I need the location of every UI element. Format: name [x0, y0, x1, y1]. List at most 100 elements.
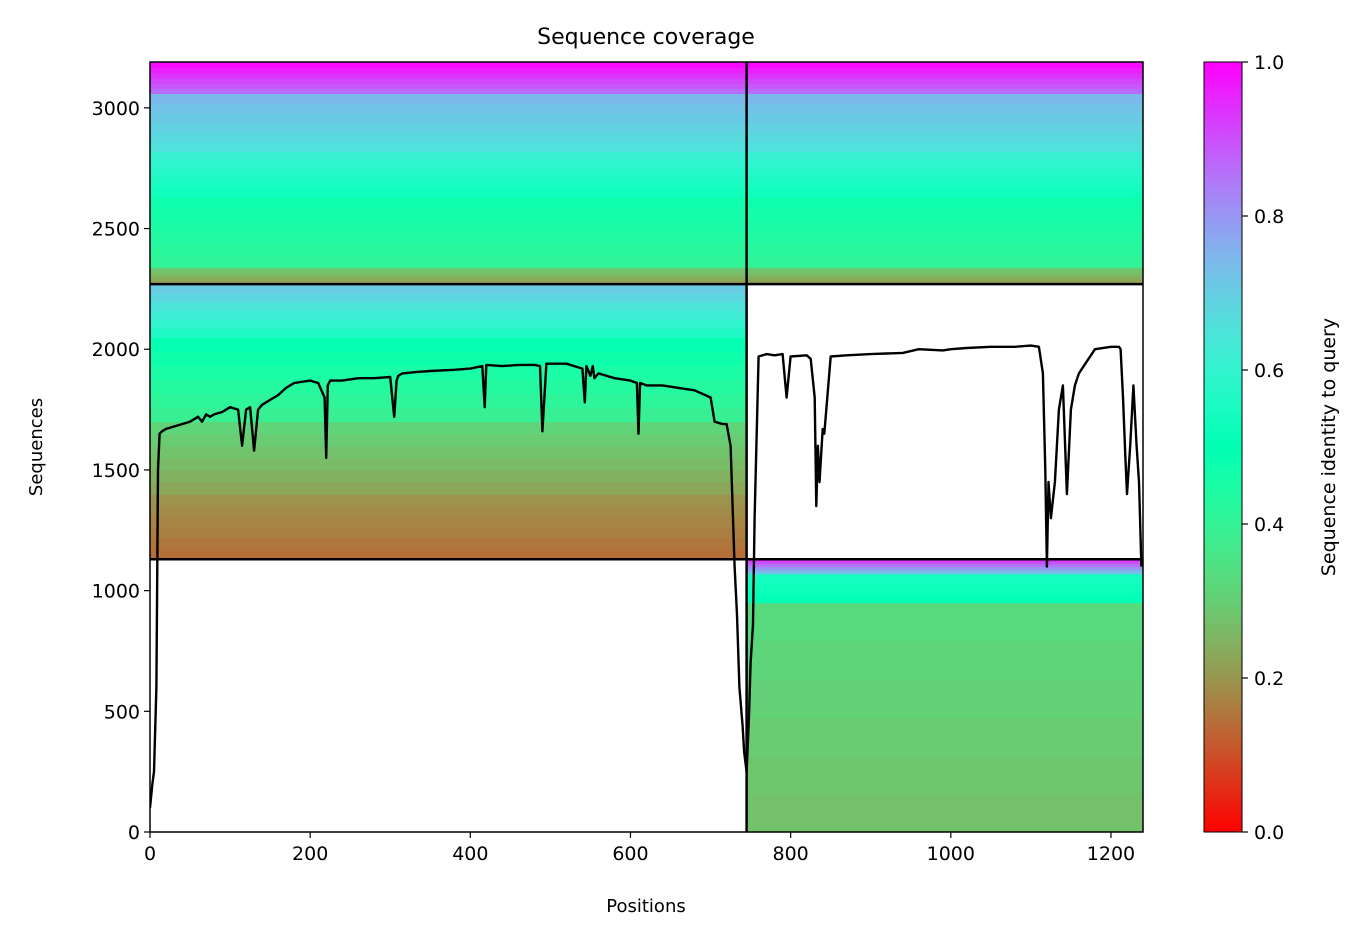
- heatmap-band: [150, 272, 1143, 277]
- heatmap-band: [150, 62, 1143, 68]
- heatmap-band: [746, 588, 1143, 594]
- heatmap-band: [150, 482, 747, 495]
- plot-frame: [149, 61, 1144, 833]
- heatmap-band: [746, 571, 1143, 575]
- heatmap-band: [150, 197, 1143, 210]
- heatmap-band: [746, 568, 1143, 572]
- heatmap-band: [150, 328, 747, 338]
- x-tick-label: 600: [612, 843, 648, 865]
- x-tick-label: 800: [773, 843, 809, 865]
- heatmap-band: [746, 597, 1143, 604]
- y-tick-label: 2500: [92, 219, 140, 241]
- x-tick-label: 0: [144, 843, 156, 865]
- y-tick-label: 1500: [92, 460, 140, 482]
- heatmap-band: [150, 515, 747, 528]
- heatmap-band: [150, 278, 1143, 282]
- x-tick-label: 200: [292, 843, 328, 865]
- coverage-line: [150, 344, 1143, 809]
- heatmap-band: [746, 640, 1143, 680]
- y-tick-label: 2000: [92, 339, 140, 361]
- heatmap-band: [150, 351, 747, 366]
- heatmap-band: [746, 679, 1143, 718]
- heatmap-band: [150, 457, 747, 471]
- heatmap-band: [150, 504, 747, 517]
- colorbar-label: Sequence identity to query: [1318, 318, 1340, 576]
- heatmap-band: [150, 445, 747, 459]
- heatmap-band: [150, 77, 1143, 84]
- colorbar-tick-label: 1.0: [1254, 52, 1284, 74]
- heatmap-band: [150, 232, 1143, 245]
- heatmap-band: [746, 566, 1143, 570]
- heatmap-band: [150, 421, 747, 435]
- heatmap-band: [150, 379, 747, 395]
- heatmap-band: [746, 583, 1143, 589]
- heatmap-band: [746, 573, 1143, 580]
- heatmap-band: [150, 122, 1143, 133]
- heatmap-band: [150, 93, 1143, 104]
- heatmap-band: [150, 393, 747, 409]
- heatmap-band: [150, 103, 1143, 114]
- x-axis-label: Positions: [606, 896, 685, 917]
- heatmap-band: [150, 88, 1143, 94]
- heatmap-band: [150, 301, 747, 312]
- heatmap-band: [150, 269, 1143, 274]
- colorbar: [1203, 61, 1243, 833]
- y-tick-label: 500: [104, 701, 140, 723]
- heatmap-band: [150, 112, 1143, 123]
- heatmap-band: [150, 526, 747, 539]
- heatmap-band: [150, 82, 1143, 89]
- heatmap-band: [150, 407, 747, 423]
- heatmap-band: [150, 337, 747, 352]
- heatmap-band: [150, 433, 747, 447]
- chart-title: Sequence coverage: [537, 25, 755, 50]
- x-tick-label: 1000: [927, 843, 975, 865]
- y-tick-label: 1000: [92, 581, 140, 603]
- heatmap-band: [150, 319, 747, 329]
- heatmap-band: [746, 559, 1143, 563]
- heatmap-band: [150, 132, 1143, 143]
- heatmap-band: [150, 310, 747, 321]
- heatmap-band: [150, 365, 747, 381]
- y-tick-label: 0: [128, 822, 140, 844]
- heatmap-band: [150, 494, 747, 506]
- heatmap-band: [150, 72, 1143, 79]
- block-boundary-lines: [150, 62, 1143, 832]
- heatmap-band: [150, 243, 1143, 257]
- heatmap-band: [150, 220, 1143, 233]
- heatmap-band: [150, 67, 1143, 74]
- colorbar-tick-label: 0.2: [1254, 668, 1284, 690]
- colorbar-tick-label: 0.6: [1254, 360, 1284, 382]
- colorbar-tick-label: 0.8: [1254, 206, 1284, 228]
- heatmap-band: [746, 793, 1143, 832]
- heatmap-band: [150, 158, 1143, 168]
- colorbar-tick-label: 0.0: [1254, 822, 1284, 844]
- heatmap-band: [150, 189, 1143, 198]
- coverage-line-layer: [150, 344, 1143, 809]
- heatmap-band: [746, 578, 1143, 584]
- heatmap-layer: [150, 62, 1143, 832]
- heatmap-band: [150, 208, 1143, 222]
- y-axis-ticks: 0 500 1000 1500 2000 2500 3000: [92, 98, 150, 844]
- x-axis-ticks: 0 200 400 600 800 1000 1200: [144, 832, 1135, 865]
- heatmap-band: [746, 561, 1143, 565]
- colorbar-ticks: 0.0 0.2 0.4 0.6 0.8 1.0: [1242, 52, 1284, 844]
- heatmap-band: [746, 755, 1143, 795]
- heatmap-band: [746, 564, 1143, 568]
- heatmap-band: [150, 151, 1143, 160]
- x-tick-label: 400: [452, 843, 488, 865]
- heatmap-band: [746, 717, 1143, 757]
- heatmap-band: [150, 275, 1143, 280]
- heatmap-band: [150, 267, 1143, 271]
- x-tick-label: 1200: [1087, 843, 1135, 865]
- heatmap-band: [150, 469, 747, 483]
- heatmap-band: [150, 166, 1143, 175]
- heatmap-band: [150, 255, 1143, 268]
- heatmap-band: [150, 141, 1143, 152]
- heatmap-band: [150, 284, 747, 294]
- heatmap-band: [746, 593, 1143, 599]
- colorbar-tick-label: 0.4: [1254, 514, 1284, 536]
- heatmap-band: [150, 537, 747, 549]
- y-axis-label: Sequences: [26, 398, 47, 496]
- heatmap-band: [150, 548, 747, 560]
